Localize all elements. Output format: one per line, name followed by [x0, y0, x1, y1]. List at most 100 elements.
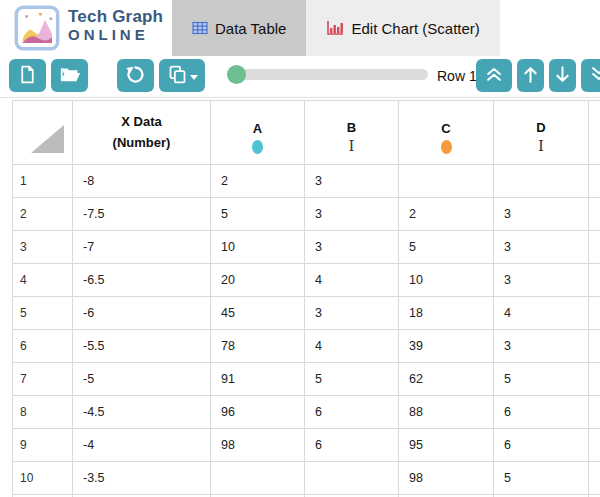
double-chevron-down-icon [589, 64, 600, 87]
data-cell-c[interactable]: 39 [399, 330, 494, 363]
column-letter: A [253, 121, 262, 136]
x-data-cell[interactable]: -5 [73, 363, 211, 396]
data-cell-extra [589, 231, 600, 264]
data-cell-extra [589, 330, 600, 363]
data-cell-b[interactable]: 6 [305, 396, 399, 429]
data-cell-a[interactable] [211, 462, 305, 495]
row-slider[interactable] [228, 69, 428, 80]
data-cell-d[interactable]: 5 [494, 462, 589, 495]
column-header-a[interactable]: A [211, 101, 305, 165]
app-window: Tech Graph ONLINE Data Table [0, 0, 600, 497]
data-cell-d[interactable]: 6 [494, 396, 589, 429]
last-row-button[interactable] [581, 59, 600, 92]
data-cell-d[interactable]: 3 [494, 231, 589, 264]
x-data-column-header[interactable]: X Data (Number) [73, 101, 211, 165]
data-cell-a[interactable]: 91 [211, 363, 305, 396]
row-slider-knob[interactable] [227, 65, 246, 84]
tab-label: Edit Chart (Scatter) [351, 20, 479, 37]
undo-button[interactable] [117, 59, 154, 92]
x-data-cell[interactable]: -6.5 [73, 264, 211, 297]
data-cell-c[interactable]: 62 [399, 363, 494, 396]
data-cell-extra [589, 264, 600, 297]
data-cell-c[interactable]: 5 [399, 231, 494, 264]
x-data-cell[interactable]: -7 [73, 231, 211, 264]
data-cell-b[interactable]: 3 [305, 297, 399, 330]
data-cell-d[interactable]: 5 [494, 363, 589, 396]
x-data-cell[interactable]: -8 [73, 165, 211, 198]
data-cell-a[interactable]: 10 [211, 231, 305, 264]
open-file-button[interactable] [51, 59, 88, 92]
row-number-cell: 9 [13, 429, 73, 462]
row-number-cell: 5 [13, 297, 73, 330]
x-data-cell[interactable]: -7.5 [73, 198, 211, 231]
data-cell-b[interactable]: 5 [305, 363, 399, 396]
arrow-down-icon [553, 65, 572, 87]
data-cell-d[interactable] [494, 165, 589, 198]
x-data-cell[interactable]: -5.5 [73, 330, 211, 363]
data-cell-b[interactable]: 6 [305, 429, 399, 462]
data-cell-extra [589, 165, 600, 198]
data-cell-c[interactable]: 2 [399, 198, 494, 231]
app-logo-text: Tech Graph ONLINE [68, 8, 163, 43]
table-row: 1-823 [13, 165, 600, 198]
toolbar: Row 1 [0, 56, 600, 98]
new-file-icon [17, 64, 38, 88]
column-header-b[interactable]: B I [305, 101, 399, 165]
x-header-line1: X Data [73, 112, 210, 132]
data-cell-d[interactable]: 3 [494, 264, 589, 297]
data-cell-d[interactable]: 6 [494, 429, 589, 462]
data-cell-a[interactable]: 2 [211, 165, 305, 198]
data-cell-b[interactable]: 4 [305, 330, 399, 363]
new-file-button[interactable] [9, 59, 46, 92]
x-data-cell[interactable]: -3.5 [73, 462, 211, 495]
data-cell-c[interactable]: 95 [399, 429, 494, 462]
data-cell-c[interactable]: 88 [399, 396, 494, 429]
table-row: 3-710353 [13, 231, 600, 264]
tab-data-table[interactable]: Data Table [172, 0, 306, 56]
data-cell-d[interactable]: 3 [494, 198, 589, 231]
first-row-button[interactable] [476, 59, 512, 92]
row-down-button[interactable] [549, 59, 576, 92]
table-row: 7-5915625 [13, 363, 600, 396]
row-number-cell: 8 [13, 396, 73, 429]
undo-rotate-icon [125, 64, 146, 88]
data-cell-extra [589, 462, 600, 495]
data-cell-a[interactable]: 5 [211, 198, 305, 231]
data-cell-b[interactable] [305, 462, 399, 495]
data-cell-a[interactable]: 96 [211, 396, 305, 429]
column-letter: D [536, 120, 545, 135]
data-cell-a[interactable]: 98 [211, 429, 305, 462]
column-header-c[interactable]: C [399, 101, 494, 165]
logo-subtitle: ONLINE [68, 27, 163, 44]
x-data-cell[interactable]: -4 [73, 429, 211, 462]
data-cell-c[interactable]: 18 [399, 297, 494, 330]
data-cell-b[interactable]: 3 [305, 231, 399, 264]
data-cell-extra [589, 363, 600, 396]
data-cell-c[interactable]: 98 [399, 462, 494, 495]
data-cell-a[interactable]: 78 [211, 330, 305, 363]
data-cell-d[interactable]: 3 [494, 330, 589, 363]
x-data-cell[interactable]: -6 [73, 297, 211, 330]
data-cell-a[interactable]: 45 [211, 297, 305, 330]
data-cell-b[interactable]: 3 [305, 165, 399, 198]
column-header-d[interactable]: D I [494, 101, 589, 165]
copy-dropdown-button[interactable] [159, 59, 205, 92]
x-data-cell[interactable]: -4.5 [73, 396, 211, 429]
row-up-button[interactable] [517, 59, 544, 92]
table-row: 5-6453184 [13, 297, 600, 330]
data-cell-b[interactable]: 3 [305, 198, 399, 231]
data-cell-d[interactable]: 4 [494, 297, 589, 330]
data-cell-c[interactable] [399, 165, 494, 198]
row-number-cell: 7 [13, 363, 73, 396]
data-cell-a[interactable]: 20 [211, 264, 305, 297]
tab-edit-chart[interactable]: Edit Chart (Scatter) [306, 0, 499, 56]
select-all-triangle-icon [31, 125, 64, 153]
data-cell-c[interactable]: 10 [399, 264, 494, 297]
dot-icon [441, 140, 452, 154]
tab-label: Data Table [215, 20, 286, 37]
data-cell-b[interactable]: 4 [305, 264, 399, 297]
select-all-corner-cell[interactable] [13, 101, 73, 165]
table-row: 4-6.5204103 [13, 264, 600, 297]
data-cell-extra [589, 297, 600, 330]
bar-chart-icon [326, 20, 344, 36]
